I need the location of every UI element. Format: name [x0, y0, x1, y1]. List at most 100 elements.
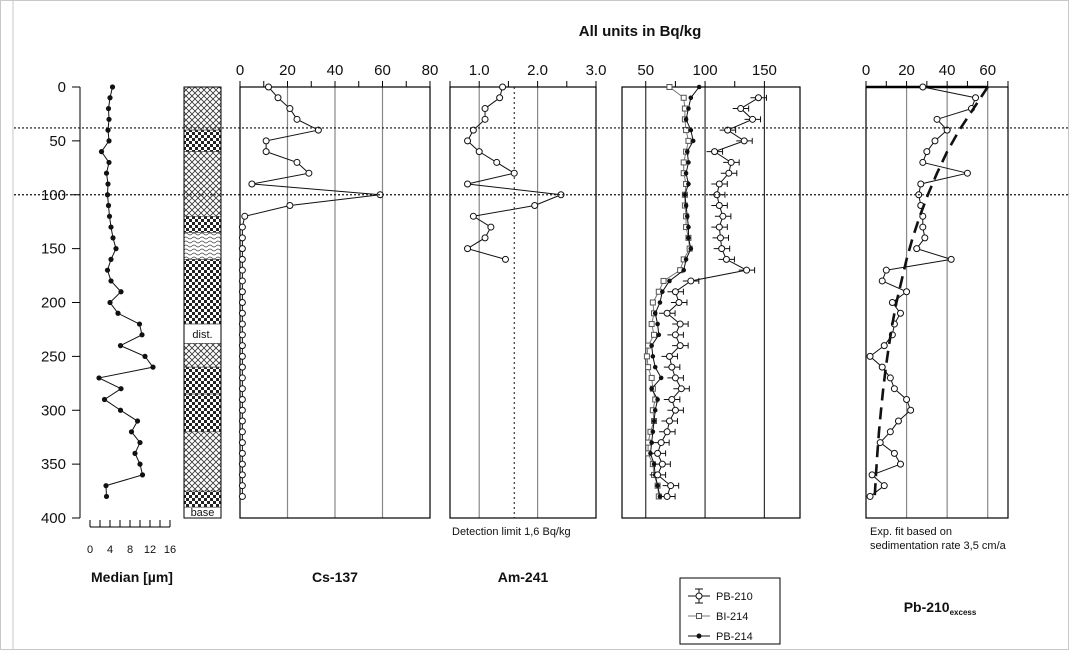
depth-tick-label: 400 — [41, 510, 66, 527]
x-tick-label: 20 — [279, 62, 296, 79]
pb210-point — [663, 309, 671, 317]
x-tick-label: 100 — [693, 62, 718, 79]
pb210ex-point — [894, 417, 902, 425]
legend: PB-210 BI-214 PB-214 — [679, 577, 781, 645]
depth-tick-label: 300 — [41, 402, 66, 419]
cs137-point — [238, 492, 246, 500]
pb210-point — [719, 212, 727, 220]
bi214-point — [651, 331, 658, 338]
cs137-point — [238, 439, 246, 447]
pb210-point — [740, 137, 748, 145]
cs137-point — [314, 126, 322, 134]
pb210ex-point — [903, 288, 911, 296]
cs137-point — [238, 449, 246, 457]
cs137-point — [262, 148, 270, 156]
pb214-point — [686, 106, 691, 111]
bi214-point — [649, 299, 656, 306]
pb210-point — [665, 417, 673, 425]
pb210-point — [671, 406, 679, 414]
median-point — [98, 149, 105, 155]
median-point — [117, 343, 124, 349]
pb210ex-point — [882, 266, 890, 274]
pb210ex-point — [903, 395, 911, 403]
median-point — [118, 386, 124, 392]
exp-fit-annotation-1: Exp. fit based on — [870, 526, 952, 538]
cs137-point — [238, 299, 246, 306]
bi214-point — [680, 159, 687, 166]
median-x-tick-label: 4 — [107, 544, 113, 556]
cs137-point — [238, 266, 246, 274]
median-point — [108, 256, 114, 262]
cs137-point — [238, 471, 246, 479]
pb210-point — [716, 234, 724, 242]
median-point — [96, 375, 102, 381]
pb210-point — [687, 277, 695, 285]
pb214-point — [660, 289, 665, 295]
pb214-point — [656, 332, 662, 338]
cs137-point — [238, 363, 246, 371]
pb210-point — [671, 331, 679, 339]
depth-tick-label: 50 — [49, 133, 66, 150]
strat-layer — [183, 259, 222, 325]
pb214-point — [651, 418, 657, 424]
pb210-point — [671, 374, 679, 382]
figure-title: All units in Bq/kg — [579, 23, 702, 40]
pb210ex-point — [963, 169, 971, 177]
median-point — [106, 213, 113, 219]
pb210-point — [711, 148, 719, 156]
pb210-point — [677, 385, 685, 393]
pb210ex-point — [888, 299, 896, 306]
am241-point — [510, 169, 518, 177]
pb210-point — [676, 342, 684, 350]
pb210-point — [668, 363, 676, 371]
pb214-point — [684, 214, 690, 219]
pb214-point — [658, 375, 664, 381]
x-tick-label: 20 — [898, 62, 915, 79]
median-point — [101, 396, 108, 403]
cs137-point — [238, 385, 246, 393]
pb210ex-point — [890, 385, 898, 393]
pb210-point — [722, 255, 730, 263]
depth-tick-label: 100 — [41, 187, 66, 204]
median-point — [104, 267, 111, 273]
median-point — [105, 202, 112, 209]
median-x-tick-label: 0 — [87, 544, 93, 556]
cs137-point — [238, 352, 246, 360]
cs137-point — [238, 234, 246, 242]
pb210-point — [671, 288, 679, 296]
bi214-point — [680, 94, 687, 101]
pb210ex-point — [868, 471, 876, 479]
am241-point — [475, 148, 483, 156]
depth-tick-label: 350 — [41, 456, 66, 473]
median-point — [142, 353, 148, 359]
pb214-point — [682, 192, 688, 198]
pb210-point — [715, 223, 723, 231]
pb210ex-point — [943, 126, 951, 134]
cs137-point — [238, 223, 246, 231]
bi214-point — [685, 137, 692, 144]
median-point — [103, 170, 110, 176]
median-x-label: Median [µm] — [91, 569, 173, 585]
median-point — [107, 95, 113, 101]
pb210ex-point — [876, 439, 884, 447]
legend-marker — [696, 633, 702, 639]
cs137-point — [238, 309, 246, 317]
cs137-point — [248, 180, 256, 188]
cs137-point — [238, 417, 246, 425]
median-point — [103, 493, 110, 500]
pb210ex-point — [866, 352, 874, 360]
depth-tick-label: 0 — [58, 79, 66, 96]
pb214-point — [657, 300, 663, 305]
pb210ex-point — [919, 223, 927, 231]
pb214-point — [686, 224, 691, 230]
am241-panel: 1.0 2.0 3.0 Detection limit 1,6 Bq/kg Am-241 — [449, 62, 606, 585]
pb214-point — [652, 310, 658, 316]
pb210ex-point — [907, 406, 915, 414]
pb214-point — [684, 149, 690, 154]
legend-label: PB-210 — [716, 591, 753, 603]
pb210-point — [727, 158, 735, 166]
detection-limit-annotation: Detection limit 1,6 Bq/kg — [452, 526, 571, 538]
median-point — [108, 278, 114, 284]
pb214-point — [651, 461, 657, 467]
